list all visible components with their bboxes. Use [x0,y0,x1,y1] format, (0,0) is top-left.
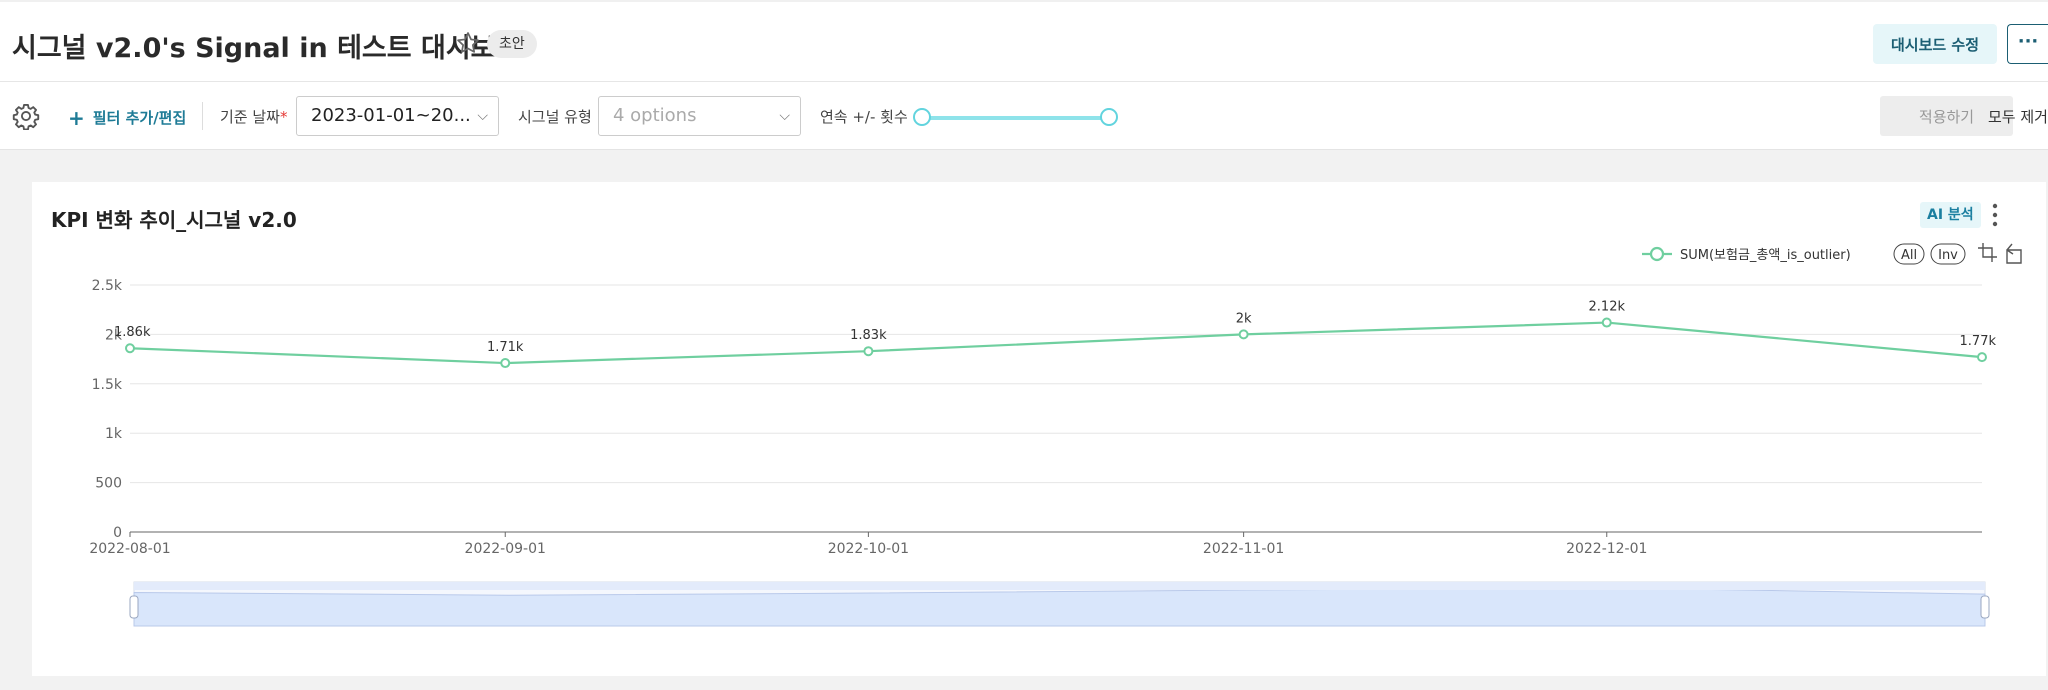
y-tick-label: 2.5k [92,278,123,294]
signal-type-placeholder: 4 options [613,105,697,126]
y-tick-label: 1.5k [92,377,123,393]
signal-type-select[interactable]: 4 options ⌵ [598,96,801,136]
x-tick-label: 2022-11-01 [1203,541,1284,557]
legend-all-label: All [1901,248,1917,263]
x-tick-label: 2022-12-01 [1566,541,1647,557]
ai-analysis-button[interactable]: AI 분석 [1920,202,1981,228]
required-marker: * [279,108,288,126]
data-point[interactable] [1977,352,1987,363]
add-filter-label: 필터 추가/편집 [92,109,187,127]
plus-icon: + [68,106,85,130]
data-label: 1.86k [114,325,151,340]
apply-button[interactable]: 적용하기 [1880,96,2013,136]
y-tick-label: 0 [113,525,122,541]
date-filter-label: 기준 날짜* [220,106,287,127]
series-line [129,321,1983,365]
date-range-select[interactable]: 2023-01-01~20... ⌵ [296,96,499,136]
data-zoom-handle-right[interactable] [1980,595,1990,619]
gear-icon[interactable] [12,102,40,130]
edit-dashboard-button[interactable]: 대시보드 수정 [1873,24,1997,64]
data-label: 1.71k [487,340,524,355]
slider-handle-max[interactable] [1100,108,1118,126]
x-tick-label: 2022-08-01 [89,541,170,557]
legend-inv-label: Inv [1938,248,1958,263]
chart-card: KPI 변화 추이_시그널 v2.0 AI 분석 0 500 1k 1.5k 2k 2.5… [32,182,2046,676]
slider-handle-min[interactable] [913,108,931,126]
signal-type-label: 시그널 유형 [518,108,592,126]
legend-entry[interactable]: SUM(보험금_총액_is_outlier) [1680,248,1851,263]
clear-all-button[interactable]: 모두 제거 [1988,108,2048,126]
y-tick-label: 2k [105,327,123,343]
x-tick-label: 2022-09-01 [465,541,546,557]
more-options-button[interactable]: ··· [2007,24,2048,64]
legend-all-button[interactable] [1893,243,1925,265]
data-zoom-range[interactable] [134,582,1985,590]
chevron-down-icon: ⌵ [779,108,790,124]
data-label: 1.83k [850,328,887,343]
consecutive-count-label: 연속 +/- 횟수 [820,108,908,126]
line-chart: 0 500 1k 1.5k 2k 2.5k 2022-08-01 2022-09-01 2022… [89,243,2022,627]
legend-marker [1649,246,1665,262]
data-point[interactable] [863,346,874,357]
data-label: 1.77k [1960,334,1997,349]
add-filter-button[interactable]: + 필터 추가/편집 [68,106,186,130]
chevron-down-icon: ⌵ [477,108,488,124]
chart-card-title: KPI 변화 추이_시그널 v2.0 [51,208,297,232]
status-badge: 초안 [487,30,537,58]
data-point[interactable] [125,343,135,354]
y-tick-label: 500 [95,476,122,492]
filter-bar: + 필터 추가/편집 기준 날짜* 2023-01-01~20... ⌵ 시그널 … [0,82,2048,150]
date-label-text: 기준 날짜 [220,108,280,126]
date-range-value: 2023-01-01~20... [311,105,471,126]
restore-icon[interactable] [2006,243,2022,264]
x-tick-label: 2022-10-01 [828,541,909,557]
data-label: 2.12k [1589,300,1626,315]
y-tick-label: 1k [105,426,123,442]
crop-zoom-icon[interactable] [1978,243,1997,262]
star-icon[interactable] [455,30,481,56]
divider [202,102,203,130]
data-point[interactable] [1601,317,1612,328]
data-zoom-handle-left[interactable] [129,595,139,619]
consecutive-range-slider[interactable] [920,116,1110,120]
kebab-menu-icon[interactable] [1990,202,2000,228]
data-label: 2k [1236,311,1252,326]
dashboard-header: 시그널 v2.0's Signal in 테스트 대시보드 초안 대시보드 수정… [0,0,2048,82]
page-title: 시그널 v2.0's Signal in 테스트 대시보드 [12,33,521,64]
legend-inv-button[interactable] [1930,243,1966,265]
data-point[interactable] [1238,329,1249,340]
data-point[interactable] [500,358,511,369]
